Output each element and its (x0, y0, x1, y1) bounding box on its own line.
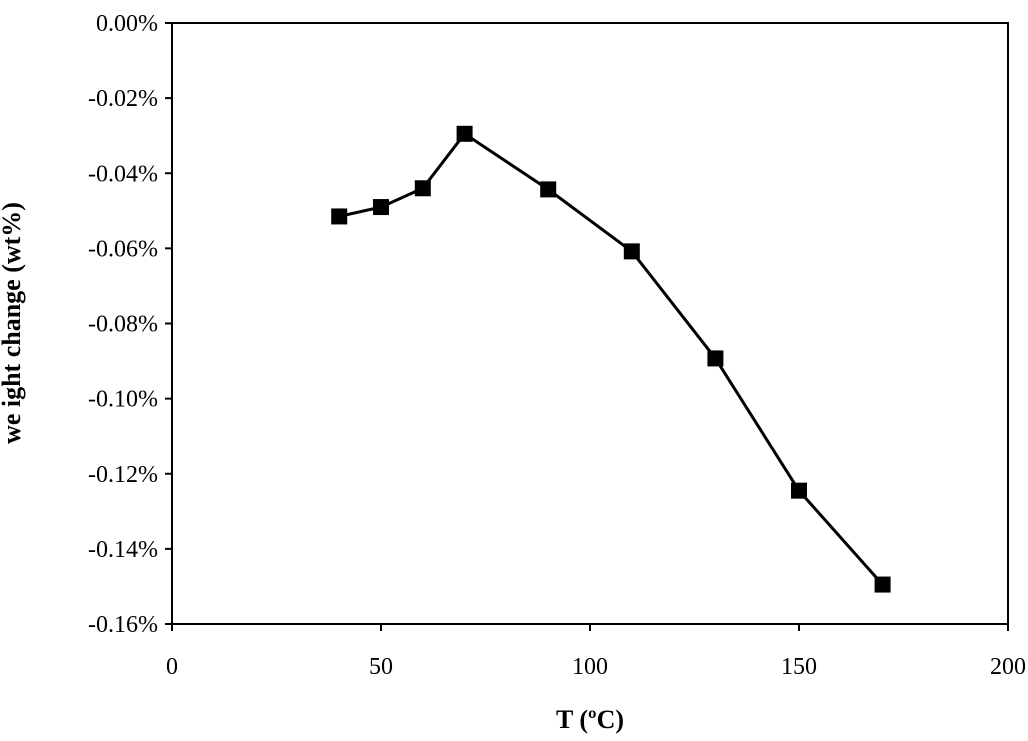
y-tick-label: -0.08% (88, 312, 158, 338)
series-layer (331, 125, 891, 593)
plot-area (171, 22, 1009, 625)
y-tick-label: -0.04% (88, 161, 158, 187)
y-tick-label: -0.10% (88, 387, 158, 413)
x-tick-label: 100 (572, 654, 608, 680)
series-line (338, 131, 884, 586)
data-point (707, 350, 724, 367)
x-tick-label: 200 (990, 654, 1026, 680)
y-axis-title: we ight change (wt%) (0, 202, 26, 444)
y-tick-label: -0.06% (88, 236, 158, 262)
y-tick-label: -0.02% (88, 86, 158, 112)
data-point (623, 243, 640, 260)
data-point (331, 208, 348, 225)
y-tick-label: -0.14% (88, 537, 158, 563)
data-point (540, 181, 557, 198)
y-axis: 0.00% -0.02% -0.04% -0.06% -0.08% -0.10% -0.12… (88, 11, 172, 638)
data-point (373, 199, 389, 216)
x-tick-label: 0 (166, 654, 178, 680)
x-tick-label: 50 (369, 654, 393, 680)
data-point (874, 576, 891, 593)
data-point (791, 482, 807, 499)
data-point (456, 125, 473, 142)
x-tick-label: 150 (781, 654, 817, 680)
y-tick-label: -0.12% (88, 462, 158, 488)
x-axis: 0 50 100 150 200 (166, 624, 1026, 680)
y-tick-label: 0.00% (96, 11, 158, 37)
y-tick-label: -0.16% (88, 612, 158, 638)
data-point (414, 180, 431, 197)
x-axis-title: T (ºC) (556, 705, 624, 734)
